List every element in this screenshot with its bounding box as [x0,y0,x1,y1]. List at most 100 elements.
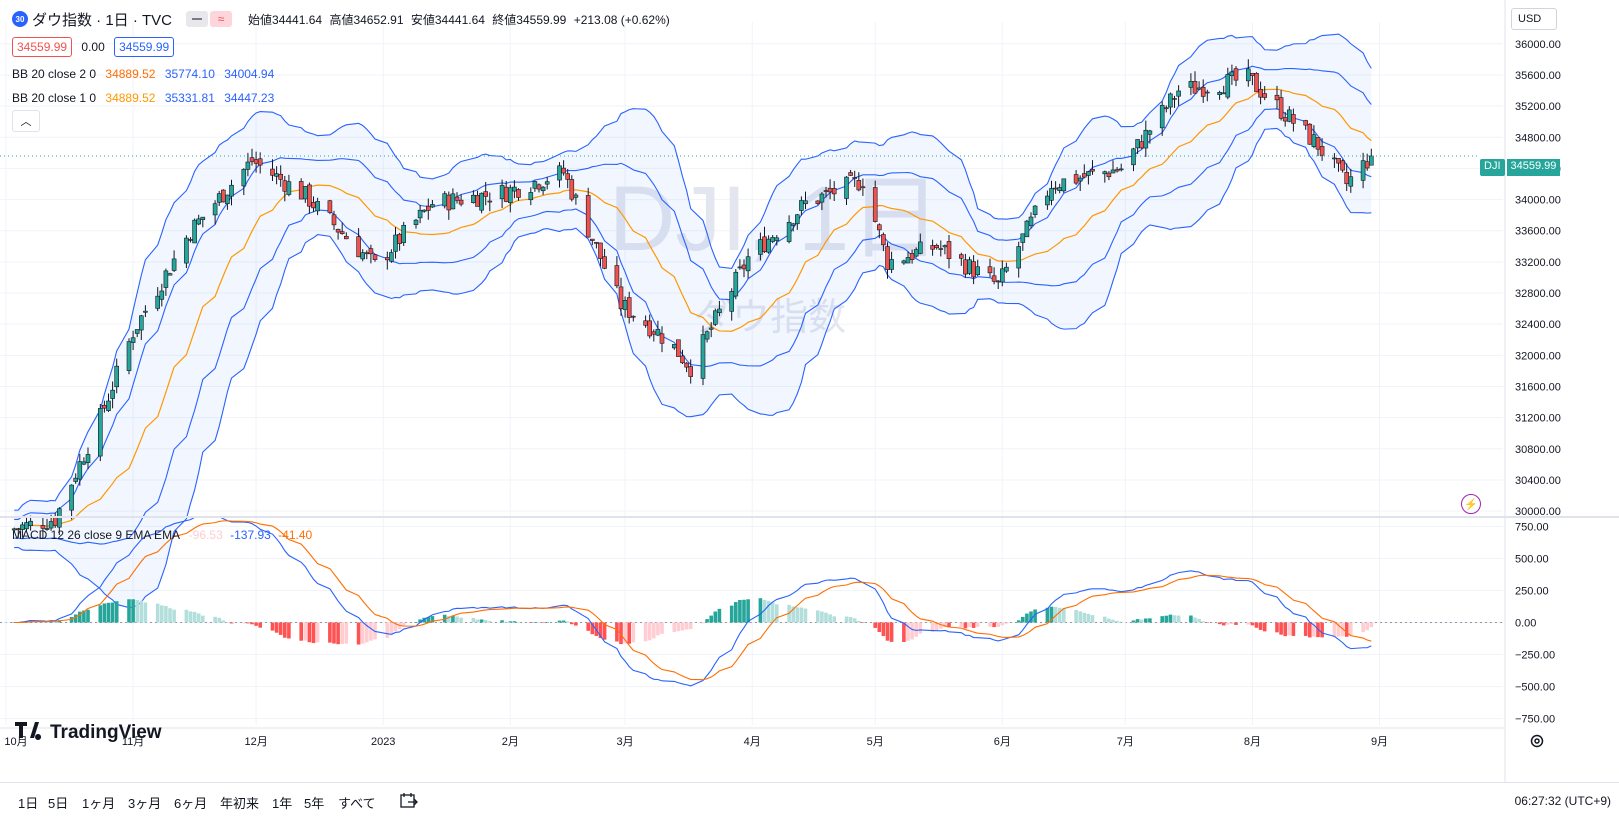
candle[interactable] [999,260,1005,287]
candle[interactable] [335,228,341,240]
candle[interactable] [655,320,661,337]
candle[interactable] [909,249,915,264]
candle[interactable] [270,159,275,181]
candle[interactable] [569,175,575,202]
candle[interactable] [171,250,177,272]
candle[interactable] [106,393,111,412]
candle[interactable] [831,181,837,202]
candle[interactable] [991,267,997,285]
candle[interactable] [876,223,882,239]
candle[interactable] [143,305,148,318]
candle[interactable] [688,359,694,384]
candle[interactable] [1049,180,1054,206]
candle[interactable] [844,176,849,205]
range-button[interactable]: 6ヶ月 [174,796,208,811]
bb1-legend[interactable]: BB 20 close 1 0 34889.52 35331.81 34447.… [12,91,274,105]
candle[interactable] [368,244,374,264]
range-button[interactable]: すべて [338,796,376,811]
candle[interactable] [766,235,771,254]
candle[interactable] [1348,168,1354,193]
candle[interactable] [1024,219,1030,238]
candle[interactable] [1020,233,1026,251]
candle[interactable] [339,222,345,235]
candle[interactable] [881,232,886,252]
candle[interactable] [225,194,230,210]
candle[interactable] [159,283,165,307]
bb2-legend[interactable]: BB 20 close 2 0 34889.52 35774.10 34004.… [12,67,274,81]
candle[interactable] [200,216,206,228]
candle[interactable] [1225,67,1231,100]
candle[interactable] [745,248,751,279]
candle[interactable] [1303,119,1308,130]
candle[interactable] [573,192,579,205]
candle[interactable] [356,228,361,258]
range-button[interactable]: 1日 [18,796,39,811]
candle[interactable] [967,256,972,276]
candle[interactable] [917,233,923,255]
candle[interactable] [1205,89,1210,102]
range-button[interactable]: 1年 [272,796,293,811]
candle[interactable] [987,258,993,278]
candle[interactable] [1077,175,1083,192]
candle[interactable] [130,330,136,351]
candle[interactable] [602,248,607,270]
candle[interactable] [1168,92,1173,115]
candle[interactable] [401,221,407,246]
candle[interactable] [286,174,292,197]
candle[interactable] [630,315,636,322]
candle[interactable] [856,172,862,192]
candle[interactable] [278,165,284,187]
candle[interactable] [155,287,160,312]
candle[interactable] [229,179,234,206]
candle[interactable] [717,300,722,317]
candle[interactable] [331,210,337,231]
clock[interactable]: 06:27:32 (UTC+9) [1514,794,1611,808]
candle[interactable] [1369,148,1374,166]
eye-toggle[interactable] [186,11,209,27]
candle[interactable] [905,251,911,264]
candle[interactable] [1233,66,1239,87]
candle[interactable] [1176,85,1181,106]
wave-toggle[interactable]: ≈ [210,11,233,27]
candle[interactable] [442,191,448,209]
candle[interactable] [1278,90,1284,121]
candle[interactable] [1106,171,1112,181]
macd-legend[interactable]: MACD 12 26 close 9 EMA EMA -96.53 -137.9… [12,528,312,542]
candle[interactable] [889,251,894,273]
candle[interactable] [540,186,546,195]
candle[interactable] [1090,160,1095,175]
candle[interactable] [192,218,197,244]
candle[interactable] [458,194,464,207]
candle[interactable] [28,515,33,531]
candle[interactable] [614,256,620,289]
candle[interactable] [860,178,866,196]
symbol-title[interactable]: ダウ指数 · 1日 · TVC [32,11,173,29]
candle[interactable] [975,259,981,277]
candle[interactable] [1315,137,1321,157]
candle[interactable] [114,358,119,394]
candle[interactable] [507,184,513,213]
candle[interactable] [454,192,460,204]
candle[interactable] [704,330,710,343]
candle[interactable] [561,160,566,176]
candle[interactable] [450,188,456,210]
candle[interactable] [1340,159,1345,173]
candle[interactable] [938,240,944,257]
candle[interactable] [1159,101,1165,136]
candle[interactable] [315,197,320,216]
candle[interactable] [1004,262,1009,273]
candle[interactable] [298,178,304,200]
candle[interactable] [1360,152,1366,189]
candle[interactable] [1032,205,1038,218]
tradingview-logo[interactable]: TradingView [15,722,162,743]
candle[interactable] [676,339,681,357]
range-button[interactable]: 1ヶ月 [82,796,116,811]
candle[interactable] [647,314,653,339]
candle[interactable] [85,447,91,470]
candle[interactable] [343,232,349,240]
candle[interactable] [77,453,83,486]
candle[interactable] [1028,212,1034,229]
lightning-icon[interactable]: ⚡ [1461,494,1481,514]
candle[interactable] [516,188,521,201]
